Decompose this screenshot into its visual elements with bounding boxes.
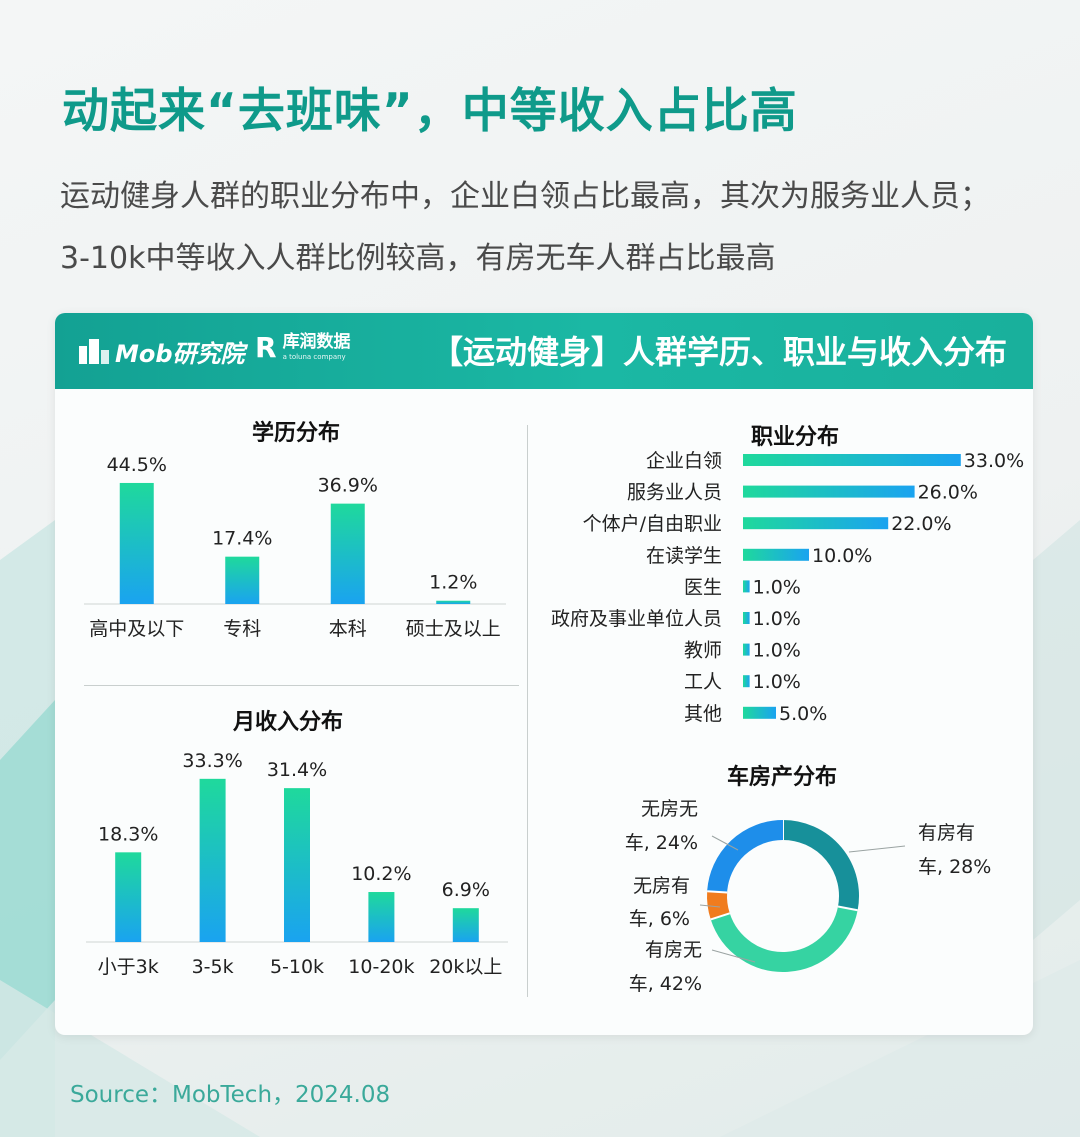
donut-slice <box>707 820 784 893</box>
vertical-divider <box>527 425 528 997</box>
donut-slice <box>782 820 859 911</box>
slice-label: 车, 42% <box>629 973 702 995</box>
bar <box>284 788 310 942</box>
category-label: 硕士及以上 <box>406 618 501 640</box>
bar <box>743 517 889 530</box>
kr-logo: R 库润数据 a toluna company <box>255 331 351 364</box>
bar <box>743 612 750 624</box>
data-label: 33.0% <box>964 450 1024 472</box>
mob-logo: Mob研究院 <box>77 333 245 369</box>
data-label: 36.9% <box>318 475 378 497</box>
subtitle-line-1: 运动健身人群的职业分布中，企业白领占比最高，其次为服务业人员； <box>60 179 990 214</box>
data-label: 1.0% <box>753 576 801 598</box>
category-label: 20k以上 <box>429 956 502 978</box>
source-note: Source：MobTech，2024.08 <box>70 1082 391 1108</box>
card-header: Mob研究院 R 库润数据 a toluna company 【运动健身】人群学… <box>55 313 1033 389</box>
category-label: 医生 <box>684 576 722 598</box>
slice-separator <box>710 912 731 921</box>
chart-title: 车房产分布 <box>727 764 837 790</box>
leader-line <box>711 835 739 851</box>
category-label: 政府及事业单位人员 <box>551 608 722 630</box>
data-label: 22.0% <box>891 513 951 535</box>
data-label: 1.0% <box>753 608 801 630</box>
data-label: 26.0% <box>918 482 978 504</box>
donut-slice <box>710 906 858 972</box>
bar <box>743 548 809 561</box>
category-label: 服务业人员 <box>627 482 722 504</box>
data-label: 31.4% <box>267 759 327 781</box>
bar <box>743 454 961 466</box>
data-label: 5.0% <box>779 703 827 725</box>
bar <box>743 580 750 593</box>
category-label: 在读学生 <box>646 545 722 567</box>
data-label: 1.0% <box>753 671 801 693</box>
bar <box>452 908 479 942</box>
category-label: 10-20k <box>348 956 414 978</box>
category-label: 专科 <box>223 618 261 640</box>
category-label: 本科 <box>329 618 367 640</box>
mob-building-icon <box>79 339 109 364</box>
kr-logo-mark: R <box>255 331 277 364</box>
horizontal-divider <box>84 685 519 686</box>
kr-logo-tagline: a toluna company <box>282 353 346 361</box>
bar <box>436 600 471 604</box>
data-label: 44.5% <box>107 454 167 476</box>
slice-label: 车, 28% <box>918 856 991 878</box>
bar <box>115 852 142 942</box>
category-label: 工人 <box>684 671 722 693</box>
chart-title: 职业分布 <box>751 424 839 450</box>
mob-logo-text: Mob研究院 <box>115 339 245 368</box>
bar <box>743 485 915 498</box>
category-label: 高中及以下 <box>89 618 184 640</box>
slice-label: 无房无 <box>641 798 698 820</box>
bar <box>119 482 154 604</box>
card-title: 【运动健身】人群学历、职业与收入分布 <box>430 333 1007 371</box>
page-title: 动起来“去班味”，中等收入占比高 <box>62 84 798 139</box>
leader-line <box>699 904 721 908</box>
category-label: 教师 <box>684 640 722 662</box>
bar <box>743 706 776 719</box>
leader-line <box>848 845 906 853</box>
subtitle-line-2: 3-10k中等收入人群比例较高，有房无车人群占比最高 <box>60 241 776 276</box>
kr-logo-name: 库润数据 <box>282 332 351 352</box>
slice-label: 有房无 <box>645 939 702 961</box>
category-label: 5-10k <box>270 956 324 978</box>
slice-separator <box>837 905 858 912</box>
bar <box>330 503 365 604</box>
data-label: 10.2% <box>351 863 411 885</box>
chart-title: 月收入分布 <box>232 709 343 735</box>
category-label: 企业白领 <box>646 450 722 472</box>
data-label: 1.0% <box>753 640 801 662</box>
donut-slice <box>707 891 730 920</box>
chart-title: 学历分布 <box>252 420 340 446</box>
data-label: 6.9% <box>442 879 490 901</box>
category-label: 小于3k <box>98 956 159 978</box>
bar <box>743 675 750 688</box>
bar <box>743 643 750 656</box>
category-label: 个体户/自由职业 <box>583 513 722 535</box>
slice-separator <box>707 890 728 894</box>
slice-label: 车, 6% <box>629 908 690 930</box>
data-label: 10.0% <box>812 545 872 567</box>
data-label: 17.4% <box>212 528 272 550</box>
category-label: 其他 <box>684 703 722 725</box>
data-label: 33.3% <box>182 750 242 772</box>
slice-label: 无房有 <box>633 875 690 897</box>
slice-label: 车, 24% <box>625 832 698 854</box>
category-label: 3-5k <box>192 956 234 978</box>
data-label: 1.2% <box>429 572 477 594</box>
data-label: 18.3% <box>98 823 158 845</box>
bar <box>368 892 395 942</box>
bar <box>225 556 260 604</box>
slice-label: 有房有 <box>918 822 975 844</box>
leader-line <box>711 949 756 963</box>
bar <box>199 778 226 942</box>
